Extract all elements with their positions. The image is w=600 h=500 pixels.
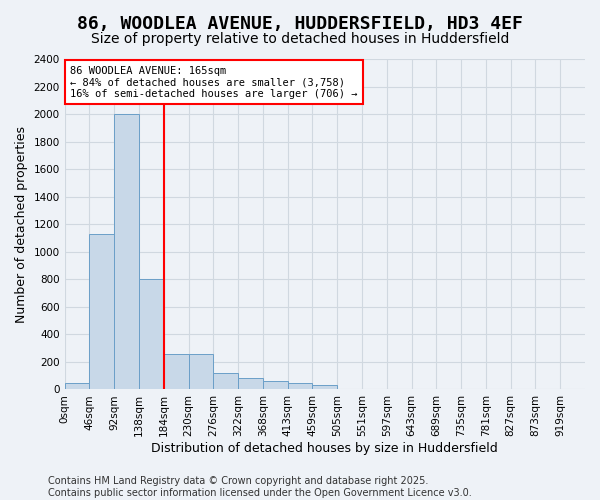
Bar xyxy=(337,389,362,390)
Bar xyxy=(313,384,337,390)
Bar xyxy=(89,234,114,390)
Y-axis label: Number of detached properties: Number of detached properties xyxy=(15,126,28,322)
Text: 86 WOODLEA AVENUE: 165sqm
← 84% of detached houses are smaller (3,758)
16% of se: 86 WOODLEA AVENUE: 165sqm ← 84% of detac… xyxy=(70,66,358,99)
Bar xyxy=(263,381,287,390)
Bar xyxy=(214,373,238,390)
Bar xyxy=(238,378,263,390)
Bar xyxy=(139,280,164,390)
Bar xyxy=(164,354,188,390)
Text: Contains HM Land Registry data © Crown copyright and database right 2025.
Contai: Contains HM Land Registry data © Crown c… xyxy=(48,476,472,498)
Bar xyxy=(188,354,214,390)
X-axis label: Distribution of detached houses by size in Huddersfield: Distribution of detached houses by size … xyxy=(151,442,498,455)
Text: 86, WOODLEA AVENUE, HUDDERSFIELD, HD3 4EF: 86, WOODLEA AVENUE, HUDDERSFIELD, HD3 4E… xyxy=(77,15,523,33)
Text: Size of property relative to detached houses in Huddersfield: Size of property relative to detached ho… xyxy=(91,32,509,46)
Bar xyxy=(114,114,139,390)
Bar xyxy=(65,382,89,390)
Bar xyxy=(287,384,313,390)
